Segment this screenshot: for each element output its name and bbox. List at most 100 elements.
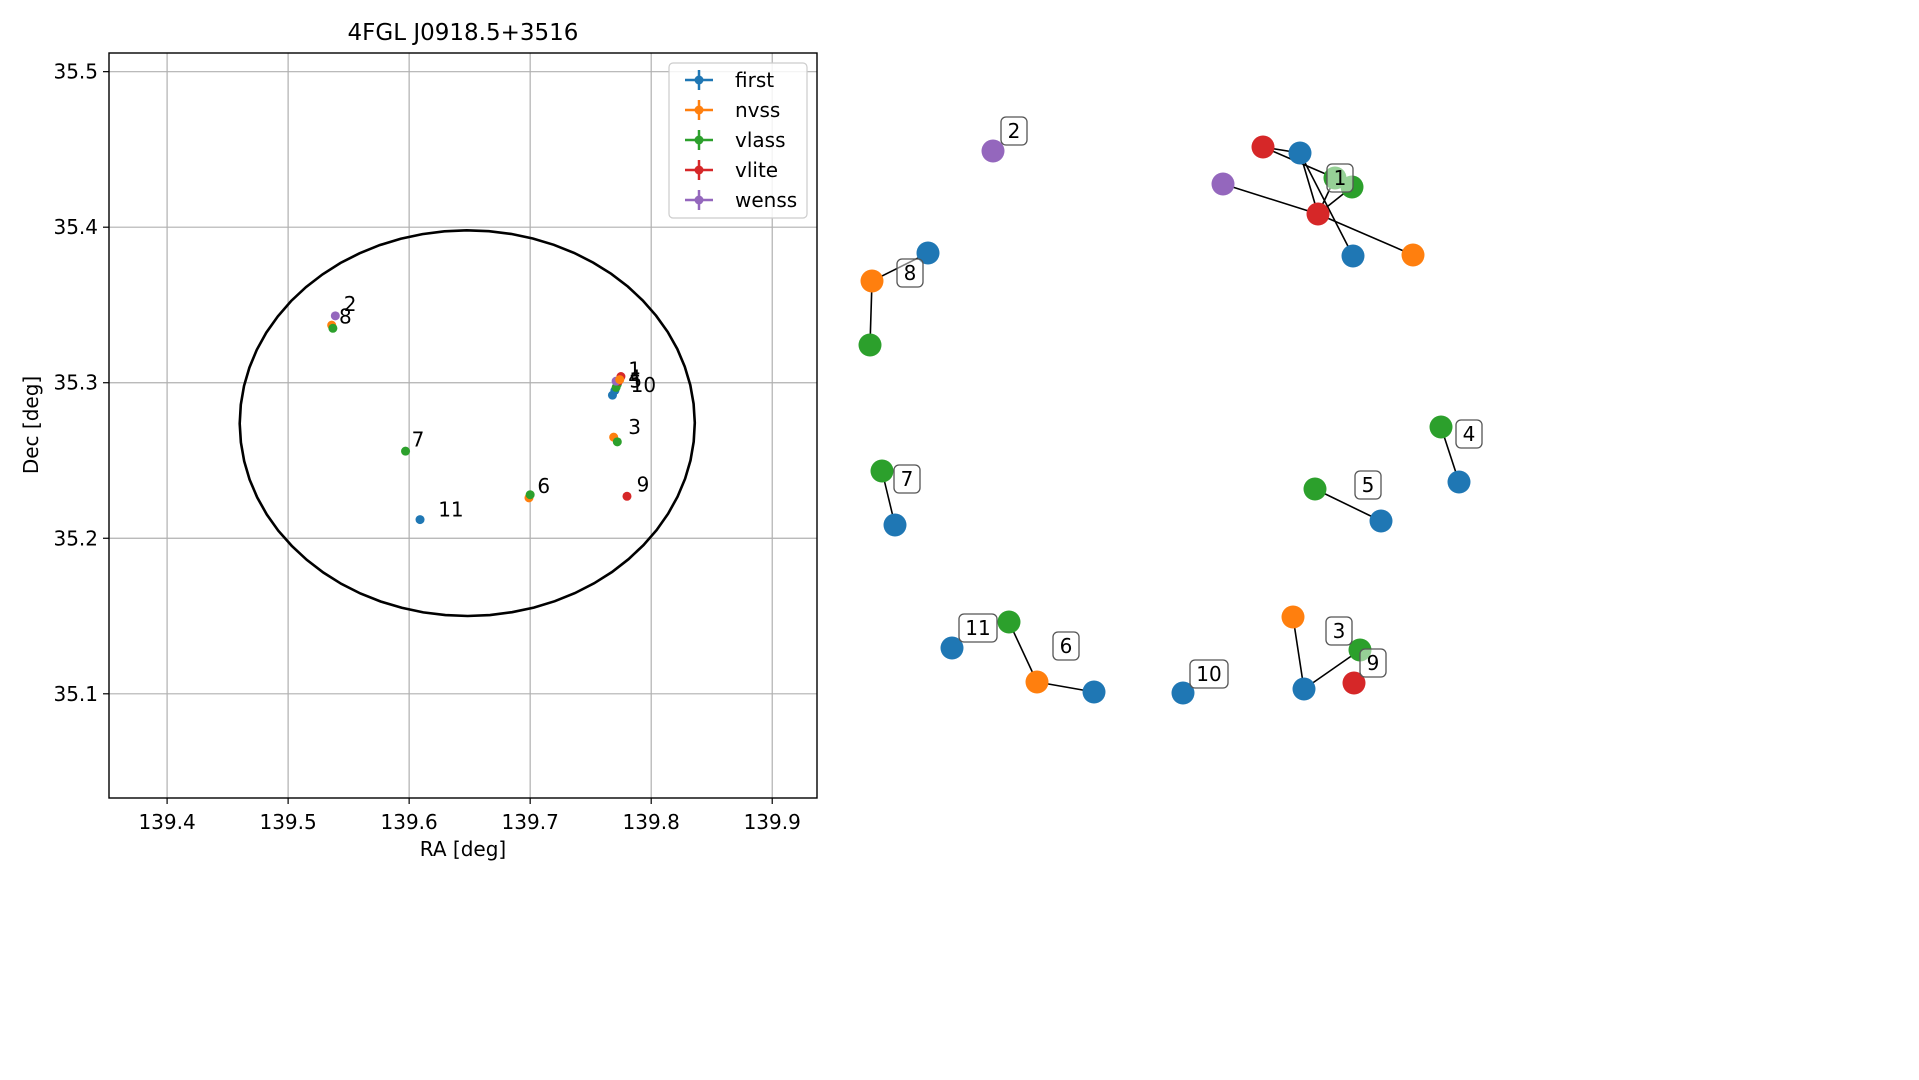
network-label: 2 (1000, 116, 1028, 146)
network-node-vlass (858, 333, 882, 357)
plot-frame (108, 52, 818, 799)
network-node-wenss (1211, 172, 1235, 196)
legend-marker-dot (694, 75, 704, 85)
network-edge (1292, 616, 1305, 690)
network-label: 9 (1359, 648, 1387, 678)
legend-label: first (735, 68, 774, 92)
point-label: 9 (637, 473, 650, 497)
network-node-first (1369, 509, 1393, 533)
point-label: 8 (339, 305, 352, 329)
scatter-point-vlass (525, 490, 535, 500)
y-axis-ticks: 35.1 35.2 35.3 35.4 35.5 (53, 60, 109, 706)
y-tick-label: 35.4 (53, 215, 98, 239)
network-node-nvss (860, 269, 884, 293)
point-label: 3 (628, 415, 641, 439)
network-label-text: 4 (1463, 422, 1476, 446)
legend-label: wenss (735, 188, 797, 212)
network-label: 8 (896, 258, 924, 288)
y-axis-label: Dec [deg] (19, 376, 43, 474)
legend-marker-dot (694, 105, 704, 115)
network-nodes (858, 135, 1471, 705)
network-label-box (893, 464, 921, 494)
network-label-text: 5 (1362, 473, 1375, 497)
network-edges (869, 146, 1460, 693)
network-node-vlite (1342, 671, 1366, 695)
network-label-text: 1 (1334, 166, 1347, 190)
network-label: 3 (1325, 616, 1353, 646)
scatter-point-first (415, 515, 425, 525)
network-node-first (883, 513, 907, 537)
network-label-box (1000, 116, 1028, 146)
point-label: 4 (628, 365, 641, 389)
legend-entry-vlite: vlite (685, 158, 778, 182)
y-tick-label: 35.2 (53, 526, 98, 550)
network-label-box (1325, 616, 1353, 646)
scatter-point-vlass (401, 446, 411, 456)
legend-label: vlass (735, 128, 786, 152)
network-label-box (958, 613, 998, 643)
y-tick-label: 35.3 (53, 371, 98, 395)
x-tick-label: 139.4 (138, 810, 195, 834)
network-node-first (1288, 141, 1312, 165)
network-label-text: 2 (1008, 119, 1021, 143)
network-edge (1317, 213, 1414, 256)
network-label-text: 10 (1196, 662, 1221, 686)
error-ellipse-path (238, 228, 697, 618)
legend-box (668, 62, 808, 219)
network-label-text: 11 (965, 616, 990, 640)
legend-marker-dot (694, 195, 704, 205)
network-label-text: 3 (1333, 619, 1346, 643)
network-label-text: 7 (901, 467, 914, 491)
network-label-box (1359, 648, 1387, 678)
network-node-first (940, 636, 964, 660)
error-ellipse (238, 228, 697, 618)
legend-entry-first: first (685, 68, 774, 92)
scatter-points (327, 311, 632, 525)
network-node-vlass (1303, 477, 1327, 501)
network-label-box (1455, 419, 1483, 449)
legend: first nvss vlass vlite wenss (668, 62, 808, 219)
point-label: 10 (631, 373, 656, 397)
x-tick-label: 139.7 (502, 810, 559, 834)
x-tick-label: 139.9 (744, 810, 801, 834)
legend-entry-vlass: vlass (685, 128, 786, 152)
network-label-text: 6 (1060, 634, 1073, 658)
network-node-vlass (1429, 415, 1453, 439)
legend-marker-dot (694, 135, 704, 145)
scatter-point-nvss (615, 375, 625, 385)
scatter-point-vlass (612, 437, 622, 447)
legend-entry-nvss: nvss (685, 98, 780, 122)
network-node-first (1082, 680, 1106, 704)
network-edge (1299, 152, 1354, 257)
network-edge (1314, 488, 1382, 522)
network-node-first (916, 241, 940, 265)
network-node-nvss (1281, 605, 1305, 629)
y-tick-label: 35.5 (53, 60, 98, 84)
x-tick-label: 139.8 (623, 810, 680, 834)
network-node-vlite (1251, 135, 1275, 159)
network-label: 11 (958, 613, 998, 643)
chart-title: 4FGL J0918.5+3516 (348, 20, 579, 46)
legend-marker-dot (694, 165, 704, 175)
y-tick-label: 35.1 (53, 682, 98, 706)
network-label: 5 (1354, 470, 1382, 500)
network-node-first (1341, 244, 1365, 268)
network-node-vlass (997, 610, 1021, 634)
network-label-box (1326, 163, 1354, 193)
point-label: 7 (412, 427, 425, 451)
network-label-text: 8 (904, 261, 917, 285)
network-node-vlite (1306, 202, 1330, 226)
network-node-wenss (981, 139, 1005, 163)
network-label-box (1189, 659, 1229, 689)
network-node-first (1292, 677, 1316, 701)
legend-label: nvss (735, 98, 780, 122)
x-axis-ticks: 139.4 139.5 139.6 139.7 139.8 139.9 (138, 798, 801, 834)
network-node-vlass (870, 459, 894, 483)
x-tick-label: 139.6 (381, 810, 438, 834)
point-label: 5 (629, 368, 642, 392)
x-axis-label: RA [deg] (420, 837, 506, 861)
scatter-point-vlite (622, 491, 632, 501)
network-label: 1 (1326, 163, 1354, 193)
network-node-nvss (1025, 670, 1049, 694)
